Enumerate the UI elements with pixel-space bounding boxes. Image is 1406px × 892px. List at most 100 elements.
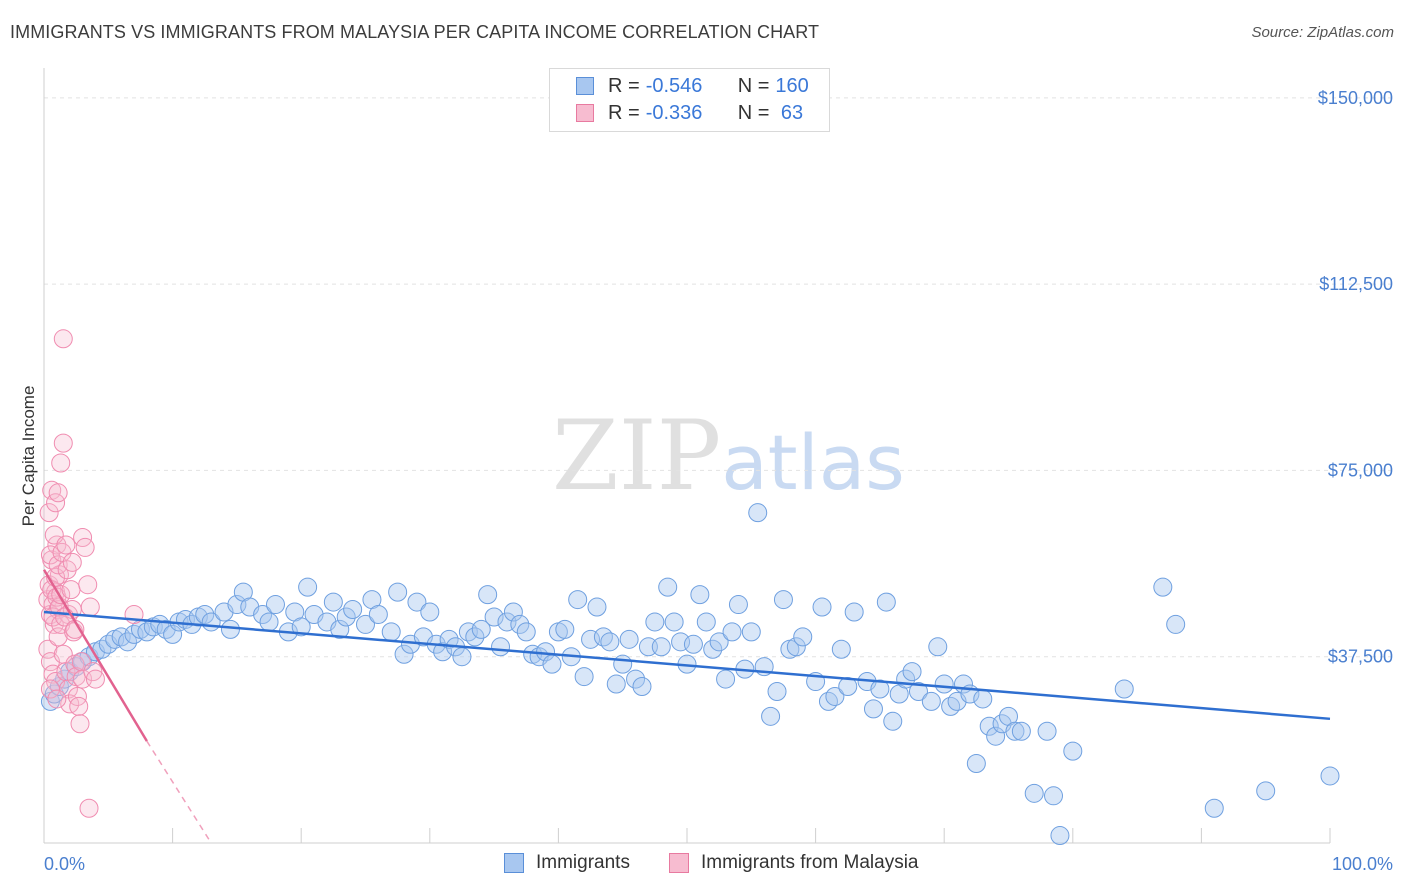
data-point (83, 662, 103, 682)
legend-n-value: 160 (775, 74, 809, 97)
data-point (632, 677, 652, 697)
data-point (683, 634, 703, 654)
data-point (195, 604, 215, 624)
data-point (986, 726, 1006, 746)
grid-lines (44, 97, 1395, 658)
data-point (220, 619, 240, 639)
data-point (452, 647, 472, 667)
data-point (388, 582, 408, 602)
data-point (568, 590, 588, 610)
data-point (767, 681, 787, 701)
data-point (921, 691, 941, 711)
data-point (793, 627, 813, 647)
data-point (407, 592, 427, 612)
data-point (1166, 614, 1186, 634)
data-point (645, 612, 665, 632)
series-immigrants-from-malaysia (38, 329, 144, 818)
data-point (39, 503, 59, 523)
data-point (394, 644, 414, 664)
series-immigrants (40, 503, 1340, 846)
data-point (876, 592, 896, 612)
data-point (626, 669, 646, 689)
data-point (38, 639, 58, 659)
y-axis-title: Per Capita Income (19, 386, 38, 527)
data-point (420, 602, 440, 622)
data-point (619, 629, 639, 649)
data-point (381, 622, 401, 642)
data-point (722, 622, 742, 642)
legend-swatch-blue (504, 853, 524, 873)
data-point (1114, 679, 1134, 699)
legend-r-value: -0.336 (645, 101, 703, 124)
data-point (465, 627, 485, 647)
data-point (716, 669, 736, 689)
data-point (1011, 721, 1031, 741)
legend-row-immigrants: R = -0.546 N = 160 (576, 73, 809, 99)
data-point (1256, 781, 1276, 801)
axes (43, 68, 1331, 844)
legend-item-immigrants[interactable]: Immigrants (504, 852, 630, 874)
legend-label: Immigrants (536, 852, 630, 873)
data-point (51, 453, 71, 473)
legend-r-label: R = (608, 101, 640, 124)
watermark-zip: ZIP (552, 400, 722, 512)
correlation-legend: R = -0.546 N = 160 R = -0.336 N = 63 (549, 68, 830, 132)
data-point (696, 612, 716, 632)
data-point (709, 632, 729, 652)
data-point (356, 614, 375, 634)
data-point (973, 689, 993, 709)
legend-label: Immigrants from Malaysia (701, 852, 919, 873)
data-point (62, 552, 82, 572)
data-point (503, 602, 523, 622)
data-point (510, 614, 530, 634)
data-point (812, 597, 832, 617)
data-point (1024, 783, 1044, 803)
data-point (1153, 577, 1173, 597)
y-tick-label: $112,500 (1319, 274, 1393, 294)
data-point (902, 662, 922, 682)
data-point (253, 604, 273, 624)
data-point (343, 600, 363, 620)
data-point (1063, 741, 1083, 761)
trend-line-malaysia (42, 569, 148, 742)
x-tick-label: 100.0% (1332, 854, 1393, 874)
data-point (163, 624, 183, 644)
data-point (863, 699, 883, 719)
legend-swatch-pink (576, 104, 594, 122)
trend-lines (42, 569, 1331, 844)
data-point (491, 637, 511, 657)
tick-labels: $37,500 $75,000 $112,500 $150,000 0.0% 100.0%… (19, 88, 1393, 874)
data-point (150, 614, 170, 634)
data-point (773, 590, 793, 610)
data-point (40, 679, 60, 699)
data-point (690, 585, 710, 605)
legend-swatch-pink (669, 853, 689, 873)
data-point (368, 604, 388, 624)
data-point (1037, 721, 1057, 741)
data-point (265, 595, 285, 615)
data-point (934, 674, 954, 694)
data-point (323, 592, 343, 612)
data-point (542, 654, 562, 674)
watermark-atlas: atlas (721, 418, 905, 507)
data-point (259, 612, 279, 632)
data-point (78, 575, 98, 595)
data-point (291, 617, 311, 637)
data-point (587, 597, 607, 617)
data-point (613, 654, 633, 674)
data-point (941, 696, 961, 716)
data-point (748, 503, 768, 523)
data-point (844, 602, 864, 622)
data-point (70, 714, 90, 734)
legend-item-malaysia[interactable]: Immigrants from Malaysia (669, 852, 919, 874)
data-point (574, 667, 594, 687)
data-point (80, 597, 100, 617)
legend-n-label: N = (737, 74, 770, 97)
data-point (741, 622, 761, 642)
data-point (658, 577, 678, 597)
data-point (85, 669, 105, 689)
data-point (330, 619, 350, 639)
data-point (870, 679, 890, 699)
data-point (79, 798, 99, 818)
data-point (1050, 826, 1070, 846)
